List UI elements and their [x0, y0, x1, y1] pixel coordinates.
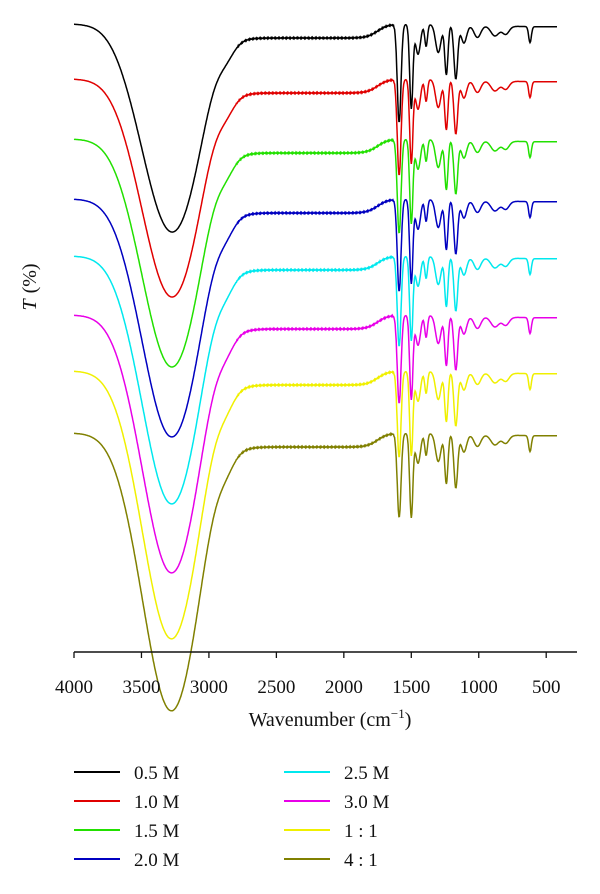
x-axis-unit-exponent: −1	[391, 706, 405, 721]
x-ticks: 4000 3500 3000 2500 2000 1500 1000 500	[55, 652, 560, 698]
x-tick-label: 4000	[55, 677, 93, 698]
legend-label: 1.0 M	[134, 792, 180, 813]
legend-label: 0.5 M	[134, 763, 180, 784]
x-tick-label: 3000	[190, 677, 228, 698]
series-line	[74, 369, 557, 640]
legend-label: 2.0 M	[134, 850, 180, 871]
legend-label: 1 : 1	[344, 821, 378, 842]
legend-label: 4 : 1	[344, 850, 378, 871]
x-tick-label: 500	[532, 677, 561, 698]
x-axis-title: Wavenumber (cm−1)	[249, 706, 412, 731]
legend-label: 2.5 M	[344, 763, 390, 784]
x-axis-unit-close: )	[405, 709, 412, 731]
legend: 0.5 M 1.0 M 1.5 M 2.0 M 2.5 M 3.0 M 1 : 1 4 : 1	[74, 763, 390, 871]
x-tick-label: 1500	[392, 677, 430, 698]
y-axis-unit: (%)	[19, 263, 41, 293]
x-axis-label: Wavenumber	[249, 709, 355, 731]
spectra-curves	[73, 23, 557, 712]
y-axis-title: T (%)	[19, 263, 41, 310]
x-axis-unit-open: (	[360, 709, 367, 731]
series-line	[74, 77, 557, 298]
series-line	[74, 313, 557, 574]
series-line	[73, 137, 557, 368]
series-line	[74, 431, 557, 712]
series-line	[74, 23, 557, 233]
legend-label: 3.0 M	[344, 792, 390, 813]
series-line	[73, 198, 557, 438]
x-tick-label: 1000	[460, 677, 498, 698]
y-axis-variable: T	[19, 298, 41, 311]
x-tick-label: 2500	[257, 677, 295, 698]
x-axis-unit: cm	[366, 709, 391, 731]
x-tick-label: 2000	[325, 677, 363, 698]
series-line	[73, 255, 557, 505]
legend-label: 1.5 M	[134, 821, 180, 842]
x-tick-label: 3500	[122, 677, 160, 698]
